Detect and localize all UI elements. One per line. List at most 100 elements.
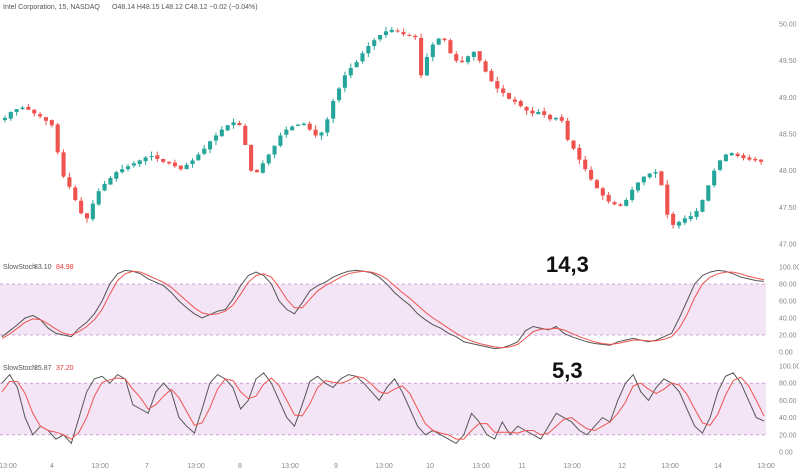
candle-body — [741, 155, 746, 159]
price-tick-label: 49.50 — [779, 58, 797, 65]
time-tick-label: 10 — [426, 463, 434, 470]
candle-body — [32, 109, 37, 114]
stoch-pane-5-3[interactable]: 100.00 80.00 60.00 40.00 20.00 0.00 — [0, 364, 799, 457]
candle-body — [401, 32, 406, 35]
candle-body — [61, 152, 66, 177]
candle-body — [366, 46, 371, 54]
stoch-pane-14-3[interactable]: 100.00 80.00 60.00 40.00 20.00 0.00 — [0, 265, 799, 357]
time-tick-label: 13:00 — [91, 463, 109, 470]
price-tick-label: 49.00 — [779, 95, 797, 102]
candle-body — [84, 213, 90, 219]
candle-body — [641, 176, 646, 183]
stoch-tick-label: 20.00 — [779, 333, 797, 340]
candle-body — [430, 44, 435, 57]
candle-body — [747, 157, 752, 160]
time-tick-label: 4 — [50, 463, 54, 470]
candle-body — [360, 53, 365, 62]
candle-body — [49, 120, 54, 126]
candle-body — [647, 173, 652, 178]
stoch-tick-label: 100.00 — [779, 265, 799, 272]
candle-body — [372, 40, 377, 46]
candle-body — [530, 110, 535, 114]
candle-body — [717, 160, 723, 170]
candle-body — [565, 120, 570, 140]
candle-body — [536, 112, 541, 115]
candle-body — [618, 204, 623, 206]
candle-body — [254, 169, 260, 173]
price-pane[interactable] — [2, 26, 764, 229]
candle-body — [735, 153, 740, 156]
candle-body — [14, 109, 19, 112]
candle-body — [624, 200, 629, 206]
candle-body — [477, 51, 482, 61]
candle-body — [249, 145, 254, 171]
candle-body — [55, 124, 60, 153]
candle-body — [489, 70, 494, 82]
candle-body — [342, 75, 347, 88]
candle-body — [301, 123, 306, 126]
time-tick-label: 13:00 — [375, 463, 393, 470]
candle-body — [102, 183, 107, 191]
candle-body — [43, 117, 49, 121]
candle-body — [208, 141, 213, 150]
stoch-tick-label: 40.00 — [779, 316, 797, 323]
candle-body — [630, 189, 635, 200]
price-tick-label: 48.00 — [779, 168, 797, 175]
candle-body — [501, 88, 506, 93]
candle-body — [213, 135, 218, 141]
candle-body — [460, 60, 465, 63]
time-axis: 13:00 4 13:00 7 13:00 8 13:00 9 13:00 10 13:00 11 13… — [0, 463, 775, 470]
price-tick-label: 50.00 — [779, 22, 797, 29]
candle-body — [378, 35, 383, 40]
time-tick-label: 13:00 — [661, 463, 679, 470]
candle-body — [354, 62, 359, 68]
candle-body — [2, 117, 7, 121]
candle-body — [243, 125, 248, 145]
candle-body — [424, 57, 430, 76]
time-tick-label: 13:00 — [757, 463, 775, 470]
stoch-tick-label: 0.00 — [779, 450, 793, 457]
candle-body — [225, 125, 230, 131]
candle-body — [413, 35, 418, 38]
candle-body — [389, 29, 394, 33]
candle-body — [8, 112, 13, 119]
candle-body — [442, 38, 447, 41]
candle-body — [383, 31, 388, 35]
candle-body — [559, 117, 564, 121]
candle-body — [184, 164, 189, 170]
stoch-band — [0, 383, 766, 435]
candle-body — [161, 158, 166, 162]
time-tick-label: 7 — [145, 463, 149, 470]
stoch-band — [0, 284, 766, 335]
candle-body — [120, 169, 125, 173]
candle-body — [471, 51, 476, 57]
candle-body — [272, 145, 277, 155]
candle-body — [553, 117, 558, 120]
candle-body — [26, 106, 31, 110]
candle-body — [600, 188, 605, 196]
candle-body — [548, 114, 553, 120]
candle-body — [407, 35, 412, 36]
stoch1-annotation: 14,3 — [546, 252, 589, 277]
candle-body — [178, 165, 183, 170]
candle-body — [190, 160, 195, 165]
stoch-tick-label: 60.00 — [779, 398, 797, 405]
candle-body — [307, 123, 312, 130]
candle-body — [90, 203, 95, 220]
candle-body — [348, 68, 353, 76]
candle-body — [671, 213, 676, 225]
candle-body — [606, 194, 611, 202]
stoch-tick-label: 0.00 — [779, 350, 793, 357]
candle-body — [688, 216, 693, 220]
candle-body — [313, 129, 318, 136]
stoch1-d-value: 84.98 — [56, 264, 74, 271]
time-tick-label: 13:00 — [187, 463, 205, 470]
stoch2-annotation: 5,3 — [552, 358, 583, 383]
candle-body — [577, 147, 582, 160]
candle-body — [67, 177, 72, 187]
symbol-title: Intel Corporation, 15, NASDAQ — [3, 4, 100, 11]
price-axis: 50.00 49.50 49.00 48.50 48.00 47.50 47.00 — [779, 22, 797, 249]
candle-body — [571, 140, 576, 149]
candle-body — [108, 178, 113, 185]
candle-body — [454, 54, 459, 61]
